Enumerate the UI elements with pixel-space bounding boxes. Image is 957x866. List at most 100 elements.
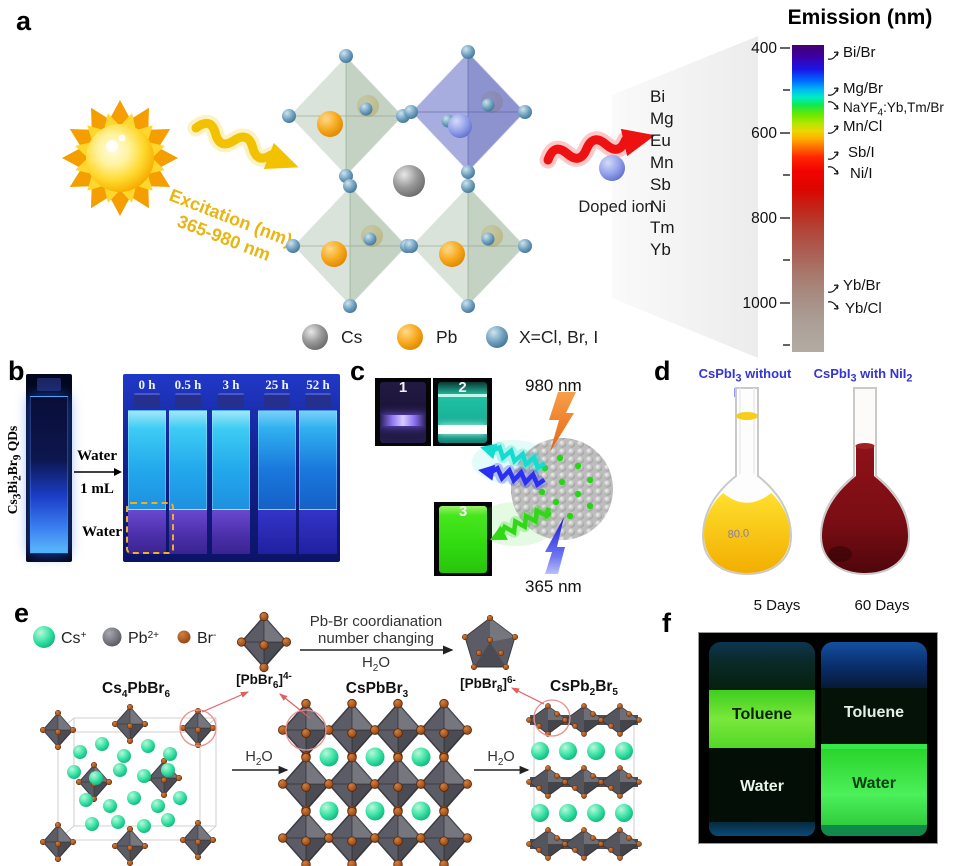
dopant-item: Eu <box>650 131 671 150</box>
cuvette-body <box>30 396 68 554</box>
highlight-circle <box>285 709 327 751</box>
time-label: 0.5 h <box>174 377 202 392</box>
vial-photo-2: 2 <box>433 378 492 446</box>
red-solution <box>822 446 908 573</box>
pb-legend-sphere <box>397 324 423 350</box>
dopant-item: Yb <box>650 240 671 259</box>
caption-5-days: 5 Days <box>753 597 801 614</box>
nir-wavelength-label: 980 nm <box>525 376 582 395</box>
water-arrow-line1: Water <box>77 448 117 464</box>
tick-label: 800 <box>751 210 777 227</box>
panel-a-schematic: Excitation (nm) 365-980 nm Doped <box>62 6 944 358</box>
water-layer-label: Water <box>82 524 122 540</box>
colorbar <box>792 45 824 352</box>
h2o-arrow2-label: H2O <box>487 749 514 768</box>
yellow-solution <box>704 493 790 573</box>
ion-legend: Cs+ Pb2+ Br- <box>33 626 216 648</box>
time-label: 25 h <box>265 377 289 392</box>
pbbr8-polyhedron <box>461 614 519 671</box>
emission-ion-label: Mn/Cl <box>843 118 882 135</box>
sun-icon <box>62 100 178 216</box>
perovskite-structure <box>281 44 533 314</box>
dopant-list: Bi Mg Eu Mn Sb Ni Tm Yb <box>650 87 675 259</box>
doped-ion-in-lattice <box>448 114 472 138</box>
emission-ion-label: Yb/Br <box>843 277 881 294</box>
sample-name-vertical: Cs3Bi2Br9 QDs <box>5 425 24 515</box>
cuvette-0h: 0 h <box>128 377 166 559</box>
panel-c-label: c <box>350 356 366 386</box>
toluene-label: Toluene <box>731 706 793 723</box>
cs-legend-label: Cs <box>341 327 363 347</box>
time-label: 52 h <box>306 377 330 392</box>
nir-excitation-bolt-icon <box>549 392 576 452</box>
pbbr6-label: [PbBr6]4- <box>236 671 292 691</box>
cs4pbbr6-label: Cs4PbBr6 <box>102 680 170 700</box>
vial-photo-3: 3 <box>434 502 492 576</box>
cs-ion-sphere <box>33 626 55 648</box>
cs-sphere <box>393 165 425 197</box>
vial-green <box>439 506 487 573</box>
pbbr6-octahedron <box>236 611 292 673</box>
green-emission-arrow <box>486 502 553 547</box>
two-phase-vials-photo: Toluene Water Toluene Water <box>698 632 938 844</box>
panel-b-label: b <box>8 356 25 386</box>
br-ion-sphere <box>177 630 191 644</box>
tick-label: 600 <box>751 125 777 142</box>
emission-arrow <box>539 128 656 169</box>
emission-ion-label: Mg/Br <box>843 80 883 97</box>
panel-d-label: d <box>654 356 671 386</box>
vial-teal <box>438 382 487 443</box>
cuvette-25h: 25 h <box>258 377 296 559</box>
cspb2br5-label: CsPb2Br5 <box>550 678 618 698</box>
cspbbr3-label: CsPbBr3 <box>346 680 409 700</box>
emission-colorbar: Emission (nm) 400 600 800 1000 <box>743 6 944 352</box>
panel-f-label: f <box>662 608 671 638</box>
cspbbr3-structure <box>277 698 473 866</box>
vial-water-glowing: Toluene Water <box>821 642 927 836</box>
emission-ion-label: Ni/I <box>850 165 873 182</box>
reaction-h2o-label: H2O <box>362 654 390 674</box>
doped-ion-sphere <box>599 155 625 181</box>
uv-excitation-bolt-icon <box>545 517 565 574</box>
dopant-item: Tm <box>650 218 675 237</box>
emission-ion-label: Sb/I <box>848 144 875 161</box>
vial-number: 3 <box>458 503 468 520</box>
water-addition-arrow: Water 1 mL <box>72 448 122 498</box>
halide-legend-label: X=Cl, Br, I <box>519 327 598 347</box>
red-arrow-to-pbbr6-right <box>279 693 311 719</box>
panel-a-label: a <box>16 6 32 36</box>
tick-label: 400 <box>751 40 777 57</box>
dopant-item: Mn <box>650 153 674 172</box>
vial-toluene-glowing: Toluene Water <box>709 642 815 836</box>
doped-octahedron <box>403 44 533 180</box>
cuvette-52h: 52 h <box>299 377 337 559</box>
br-ion-label: Br- <box>197 630 216 647</box>
phase-transformation-schematic: Cs+ Pb2+ Br- [PbBr6]4- Pb-Br coordianati… <box>33 611 643 866</box>
toluene-label: Toluene <box>843 704 905 721</box>
h2o-arrow1-label: H2O <box>245 749 272 768</box>
emission-ion-label: Yb/Cl <box>845 300 882 317</box>
flask-red <box>819 387 911 576</box>
emission-ion-label: NaYF4:Yb,Tm/Br <box>843 100 944 119</box>
dopant-item: Mg <box>650 109 674 128</box>
water-label: Water <box>852 775 896 792</box>
emission-title: Emission (nm) <box>788 6 933 29</box>
dopant-item: Ni <box>650 197 666 216</box>
vial-number: 2 <box>458 379 467 396</box>
reaction-text-line1: Pb-Br coordianation <box>310 613 443 630</box>
highlight-circle <box>533 699 571 737</box>
emission-beam-shape <box>612 36 758 358</box>
red-arrow-to-pbbr6-left <box>201 691 250 713</box>
highlight-circle <box>179 709 217 747</box>
pb-legend-label: Pb <box>436 327 457 347</box>
reaction-text-line2: number changing <box>318 630 434 647</box>
time-series-cuvette-photo: 0 h 0.5 h 3 h 25 h 52 h <box>123 374 340 562</box>
neck-meniscus <box>736 412 758 420</box>
single-cuvette-photo <box>26 374 72 562</box>
atom-legend: Cs Pb X=Cl, Br, I <box>302 324 598 350</box>
time-label: 3 h <box>222 377 240 392</box>
dopant-sites <box>538 454 594 520</box>
right-arrow-icon <box>74 467 122 476</box>
pb-ion-sphere <box>102 627 122 647</box>
